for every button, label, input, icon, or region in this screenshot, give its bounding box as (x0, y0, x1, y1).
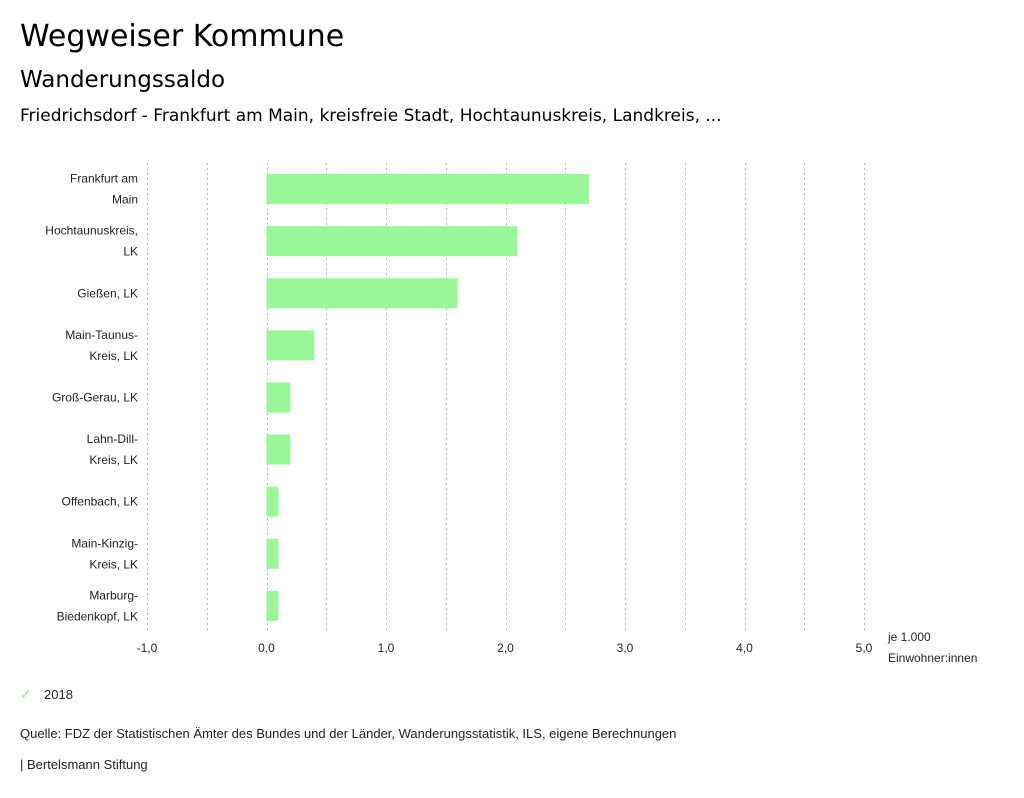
category-label: Main-Kinzig- (71, 536, 138, 550)
category-label: Main (112, 193, 138, 207)
check-icon[interactable]: ✓ (20, 686, 32, 702)
bar[interactable] (266, 278, 458, 309)
legend-label: 2018 (44, 687, 73, 702)
bar[interactable] (266, 226, 518, 257)
category-label: Kreis, LK (89, 557, 138, 571)
category-label: LK (123, 245, 138, 259)
category-label: Kreis, LK (89, 453, 138, 467)
category-label: Frankfurt am (70, 172, 138, 186)
tick-label: 2,0 (497, 641, 514, 655)
category-label: Groß-Gerau, LK (52, 391, 138, 405)
region-selection: Friedrichsdorf - Frankfurt am Main, krei… (20, 106, 722, 126)
source-note: Quelle: FDZ der Statistischen Ämter des … (20, 726, 677, 741)
bar[interactable] (266, 434, 291, 465)
bar[interactable] (266, 174, 590, 205)
bar[interactable] (266, 486, 279, 517)
tick-label: 0,0 (258, 641, 275, 655)
category-label: Offenbach, LK (62, 495, 139, 509)
tick-label: 5,0 (856, 641, 873, 655)
bar[interactable] (266, 538, 279, 569)
credit-note: | Bertelsmann Stiftung (20, 757, 148, 772)
tick-label: 3,0 (617, 641, 634, 655)
bar[interactable] (266, 330, 315, 361)
category-label: Lahn-Dill- (87, 432, 138, 446)
axis-label: Einwohner:innen (888, 651, 977, 665)
app-title: Wegweiser Kommune (20, 19, 345, 54)
tick-label: 1,0 (378, 641, 395, 655)
chart-title: Wanderungssaldo (20, 67, 226, 93)
legend[interactable]: ✓ 2018 (20, 686, 73, 703)
category-label: Kreis, LK (89, 349, 138, 363)
category-label: Biedenkopf, LK (57, 609, 138, 623)
tick-label: -1,0 (137, 641, 158, 655)
bar[interactable] (266, 590, 279, 621)
bar[interactable] (266, 382, 291, 413)
category-label: Hochtaunuskreis, (45, 224, 138, 238)
category-label: Main-Taunus- (65, 328, 138, 342)
axis-label: je 1.000 (887, 630, 931, 644)
category-label: Gießen, LK (77, 286, 138, 300)
tick-label: 4,0 (736, 641, 753, 655)
category-label: Marburg- (89, 588, 138, 602)
